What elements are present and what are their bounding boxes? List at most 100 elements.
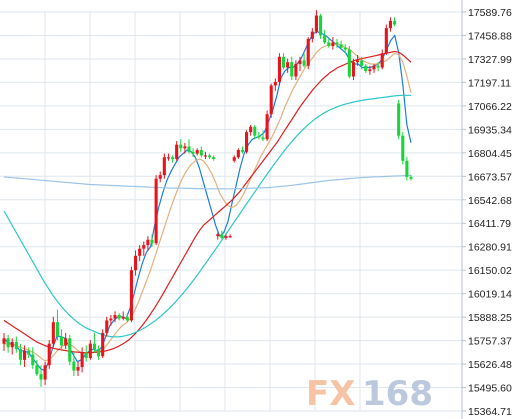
candle-down (14, 336, 18, 353)
candle-body (47, 343, 51, 366)
candle-body (339, 44, 343, 48)
price-tick-label: 17197.11 (468, 77, 511, 89)
candle-body (158, 175, 162, 179)
candle-down (39, 365, 43, 387)
candle-up (203, 151, 207, 160)
candle-up (105, 316, 109, 337)
candle-down (97, 345, 101, 360)
candle-up (228, 234, 232, 238)
candle-body (335, 42, 339, 45)
candle-body (134, 255, 138, 271)
candle-up (195, 148, 199, 156)
candle-body (212, 157, 216, 160)
candle-up (310, 28, 314, 43)
candle-body (277, 56, 281, 82)
candle-up (64, 332, 68, 350)
candle-body (302, 60, 306, 66)
candle-body (125, 316, 129, 321)
candle-down (405, 157, 409, 181)
candle-down (409, 175, 413, 181)
ma-slow-line (3, 50, 412, 354)
candle-down (117, 313, 121, 321)
candle-body (314, 15, 318, 32)
price-tick-label: 15757.37 (468, 336, 512, 348)
candle-down (253, 124, 257, 140)
candle-body (51, 322, 55, 344)
candle-up (121, 311, 125, 321)
moving-average-lines (3, 31, 412, 372)
candle-down (327, 38, 331, 48)
candle-up (80, 347, 84, 373)
candle-body (55, 322, 59, 337)
candle-down (302, 53, 306, 68)
candle-up (388, 17, 392, 32)
candle-body (290, 62, 294, 77)
candle-body (68, 338, 72, 362)
candle-up (216, 232, 220, 240)
candle-body (269, 85, 273, 115)
candle-up (162, 153, 166, 179)
candle-body (376, 65, 380, 68)
candle-up (286, 58, 290, 73)
candle-down (323, 29, 327, 45)
candle-body (101, 332, 105, 357)
candle-down (240, 146, 244, 154)
candle-up (2, 332, 6, 351)
candle-body (199, 150, 203, 156)
candle-body (388, 20, 392, 29)
candle-down (55, 309, 59, 341)
candle-up (23, 345, 27, 368)
candle-body (232, 157, 236, 161)
candle-down (257, 132, 261, 140)
price-tick-label: 16150.02 (468, 265, 512, 277)
candle-down (68, 334, 72, 366)
price-tick-label: 15626.48 (468, 359, 512, 371)
candle-body (88, 343, 92, 359)
candle-up (277, 53, 281, 86)
candle-body (14, 341, 18, 350)
candle-body (364, 65, 368, 72)
candle-body (273, 81, 277, 86)
candle-down (393, 17, 397, 27)
candle-up (384, 24, 388, 55)
candle-up (43, 361, 47, 385)
price-tick-label: 16411.79 (468, 218, 511, 230)
candle-body (60, 336, 64, 346)
candle-down (72, 350, 76, 376)
candle-down (376, 62, 380, 72)
candle-up (314, 10, 318, 34)
candle-body (27, 350, 31, 355)
candle-body (97, 349, 101, 357)
candle-up (265, 110, 269, 142)
candle-body (310, 31, 314, 39)
candle-down (199, 146, 203, 158)
candle-up (232, 155, 236, 163)
candle-body (2, 338, 6, 344)
candle-body (35, 365, 39, 375)
price-tick-label: 17066.22 (468, 101, 512, 113)
candle-down (319, 13, 323, 39)
candle-body (138, 248, 142, 256)
candle-up (76, 361, 80, 376)
candle-body (80, 352, 84, 368)
candle-body (39, 374, 43, 380)
candle-body (319, 15, 323, 36)
candle-up (298, 56, 302, 72)
watermark-prefix: FX (306, 374, 355, 414)
candle-down (92, 332, 96, 353)
candle-down (360, 56, 364, 70)
candle-body (195, 150, 199, 154)
candle-body (220, 234, 224, 238)
candle-up (236, 148, 240, 160)
candle-up (146, 236, 150, 251)
price-tick-label: 16673.57 (468, 171, 512, 183)
candle-body (109, 318, 113, 321)
price-tick-label: 16804.45 (468, 148, 512, 160)
candle-up (175, 141, 179, 161)
candle-body (121, 316, 125, 319)
candle-body (191, 151, 195, 154)
candle-body (409, 176, 413, 179)
candle-body (261, 137, 265, 140)
candle-body (142, 245, 146, 249)
